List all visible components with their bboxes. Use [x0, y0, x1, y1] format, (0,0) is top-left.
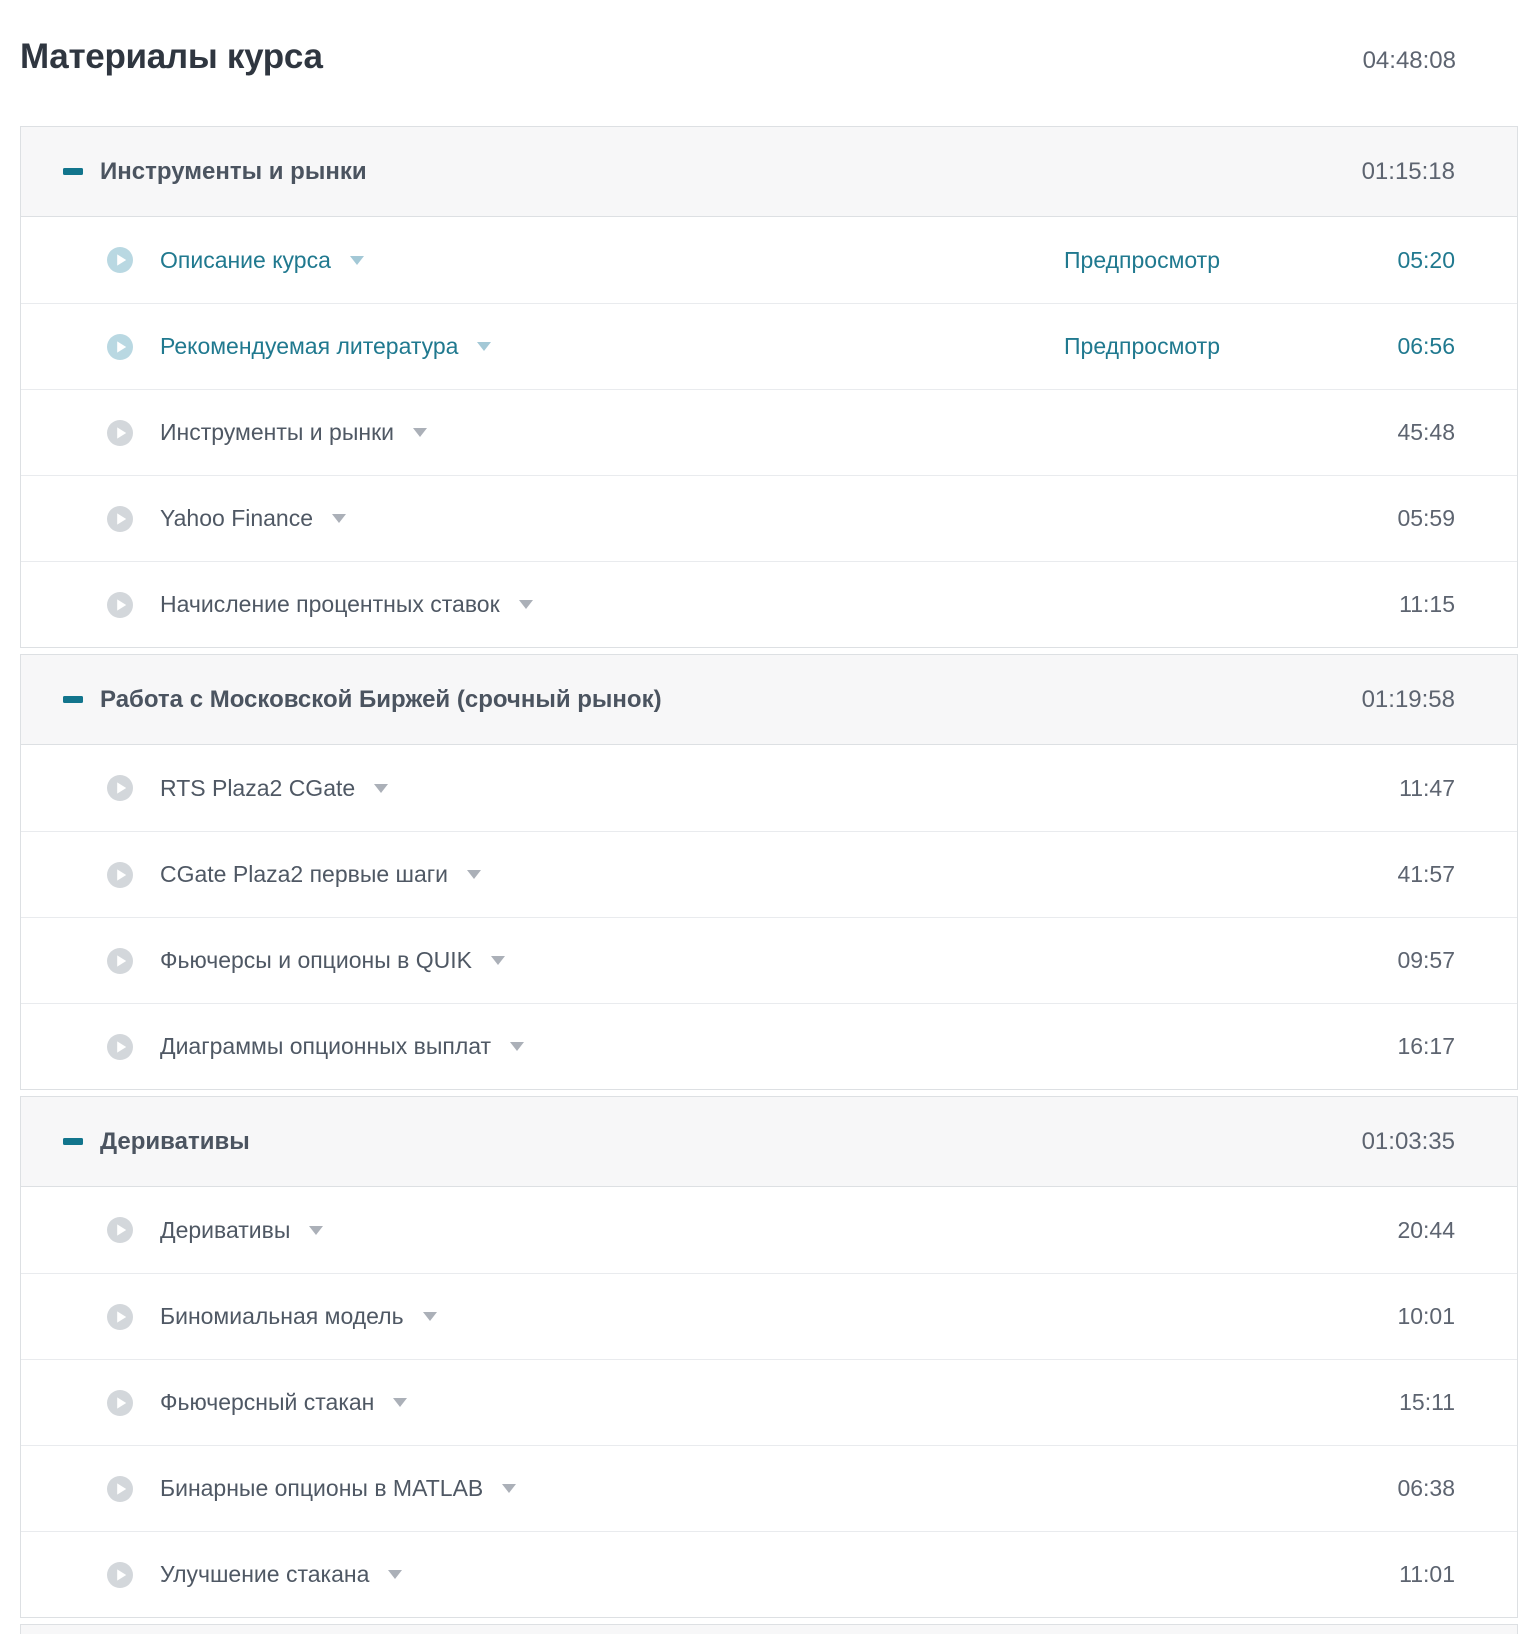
lecture-duration: 41:57 [1397, 861, 1455, 887]
lecture-duration: 05:59 [1397, 505, 1455, 531]
lecture-title[interactable]: Описание курса [160, 246, 331, 273]
lecture-title[interactable]: Yahoo Finance [160, 505, 314, 531]
lecture-title[interactable]: Рекомендуемая литература [160, 333, 459, 359]
lecture-duration: 06:56 [1397, 333, 1455, 359]
section-duration: 01:15:18 [1361, 157, 1455, 185]
lecture-duration: 15:11 [1399, 1389, 1455, 1415]
lecture-title[interactable]: Начисление процентных ставок [160, 591, 500, 617]
lecture-row[interactable]: Фьючерсы и опционы в QUIK 09:57 [21, 917, 1517, 1003]
lecture-title[interactable]: Фьючерсный стакан [160, 1389, 375, 1415]
section-title: Работа с Московской Биржей (срочный рыно… [100, 685, 662, 713]
caret-down-icon[interactable] [309, 1225, 324, 1235]
section-title: Деривативы [100, 1127, 250, 1155]
play-circle-icon [107, 947, 133, 974]
caret-down-icon[interactable] [502, 1484, 517, 1493]
caret-down-icon[interactable] [388, 1570, 403, 1579]
lecture-row[interactable]: Yahoo Finance 05:59 [21, 475, 1517, 561]
lecture-duration: 06:38 [1397, 1475, 1455, 1501]
curriculum-sections: Инструменты и рынки 01:15:18 Описание ку… [20, 126, 1518, 1618]
play-circle-icon [107, 1475, 133, 1502]
section-rows: RTS Plaza2 CGate 11:47 CGate Plaza2 перв… [21, 745, 1517, 1089]
lecture-row[interactable]: Фьючерсный стакан 15:11 [21, 1359, 1517, 1445]
lecture-row[interactable]: Улучшение стакана 11:01 [21, 1531, 1517, 1617]
play-circle-icon [107, 1033, 133, 1060]
curriculum-section: Работа с Московской Биржей (срочный рыно… [20, 654, 1518, 1090]
lecture-row[interactable]: Рекомендуемая литература Предпросмотр 06… [21, 303, 1517, 389]
caret-down-icon[interactable] [422, 1312, 437, 1321]
lecture-title[interactable]: Деривативы [160, 1216, 291, 1243]
lecture-duration: 11:01 [1399, 1561, 1455, 1587]
lecture-row[interactable]: Диаграммы опционных выплат 16:17 [21, 1003, 1517, 1089]
caret-down-icon[interactable] [518, 600, 533, 609]
lecture-row[interactable]: Описание курса Предпросмотр 05:20 [21, 217, 1517, 303]
play-circle-icon [107, 505, 133, 532]
lecture-duration: 05:20 [1397, 246, 1455, 273]
page-title: Материалы курса [20, 37, 323, 76]
play-circle-icon [107, 861, 133, 888]
lecture-duration: 10:01 [1397, 1303, 1455, 1329]
lecture-duration: 09:57 [1397, 947, 1455, 973]
lecture-title[interactable]: Диаграммы опционных выплат [160, 1033, 492, 1059]
lecture-duration: 11:15 [1399, 591, 1455, 617]
curriculum-section: Деривативы 01:03:35 Деривативы 20:44 Бин… [20, 1096, 1518, 1618]
curriculum-section: Инструменты и рынки 01:15:18 Описание ку… [20, 126, 1518, 648]
caret-down-icon[interactable] [349, 255, 364, 265]
lecture-duration: 45:48 [1397, 419, 1455, 445]
caret-down-icon[interactable] [490, 956, 505, 965]
play-circle-icon [107, 419, 133, 446]
lecture-duration: 20:44 [1397, 1216, 1455, 1243]
play-circle-icon [107, 1389, 133, 1416]
play-circle-icon [107, 1561, 133, 1588]
play-circle-icon [107, 775, 133, 801]
lecture-row[interactable]: Бинарные опционы в MATLAB 06:38 [21, 1445, 1517, 1531]
lecture-row[interactable]: Деривативы 20:44 [21, 1187, 1517, 1273]
lecture-title[interactable]: Биномиальная модель [160, 1303, 404, 1329]
play-circle-icon [107, 1303, 133, 1330]
preview-link[interactable]: Предпросмотр [1064, 246, 1220, 273]
minus-icon[interactable] [63, 1138, 83, 1145]
lecture-title[interactable]: Улучшение стакана [160, 1561, 370, 1587]
play-circle-icon [107, 333, 133, 360]
section-duration: 01:19:58 [1361, 685, 1455, 713]
lecture-row[interactable]: Биномиальная модель 10:01 [21, 1273, 1517, 1359]
caret-down-icon[interactable] [332, 514, 347, 523]
caret-down-icon[interactable] [393, 1398, 408, 1407]
lecture-duration: 11:47 [1399, 774, 1455, 801]
section-rows: Описание курса Предпросмотр 05:20 Рекоме… [21, 217, 1517, 647]
section-header[interactable]: Инструменты и рынки 01:15:18 [21, 127, 1517, 217]
lecture-title[interactable]: CGate Plaza2 первые шаги [160, 861, 449, 887]
section-duration: 01:03:35 [1361, 1127, 1455, 1155]
lecture-title[interactable]: Фьючерсы и опционы в QUIK [160, 947, 472, 973]
play-circle-icon [107, 591, 133, 618]
section-title: Инструменты и рынки [100, 157, 367, 185]
lecture-title[interactable]: RTS Plaza2 CGate [160, 774, 356, 801]
caret-down-icon[interactable] [510, 1042, 525, 1051]
minus-icon[interactable] [63, 168, 83, 175]
preview-link[interactable]: Предпросмотр [1064, 333, 1220, 359]
course-total-duration: 04:48:08 [1362, 47, 1456, 74]
play-circle-icon [107, 1217, 133, 1243]
lecture-row[interactable]: RTS Plaza2 CGate 11:47 [21, 745, 1517, 831]
lecture-title[interactable]: Инструменты и рынки [160, 419, 394, 445]
lecture-row[interactable]: CGate Plaza2 первые шаги 41:57 [21, 831, 1517, 917]
lecture-row[interactable]: Инструменты и рынки 45:48 [21, 389, 1517, 475]
lecture-title[interactable]: Бинарные опционы в MATLAB [160, 1475, 484, 1501]
section-rows: Деривативы 20:44 Биномиальная модель 10:… [21, 1187, 1517, 1617]
course-materials-header: Материалы курса 04:48:08 [20, 0, 1518, 80]
minus-icon[interactable] [63, 696, 83, 703]
caret-down-icon[interactable] [374, 783, 389, 793]
play-circle-icon [107, 247, 133, 273]
section-header[interactable]: Работа с Московской Биржей (срочный рыно… [21, 655, 1517, 745]
caret-down-icon[interactable] [412, 428, 427, 437]
next-section-header-partial[interactable] [20, 1624, 1518, 1634]
caret-down-icon[interactable] [477, 342, 492, 351]
lecture-duration: 16:17 [1397, 1033, 1455, 1059]
section-header[interactable]: Деривативы 01:03:35 [21, 1097, 1517, 1187]
caret-down-icon[interactable] [467, 870, 482, 879]
lecture-row[interactable]: Начисление процентных ставок 11:15 [21, 561, 1517, 647]
